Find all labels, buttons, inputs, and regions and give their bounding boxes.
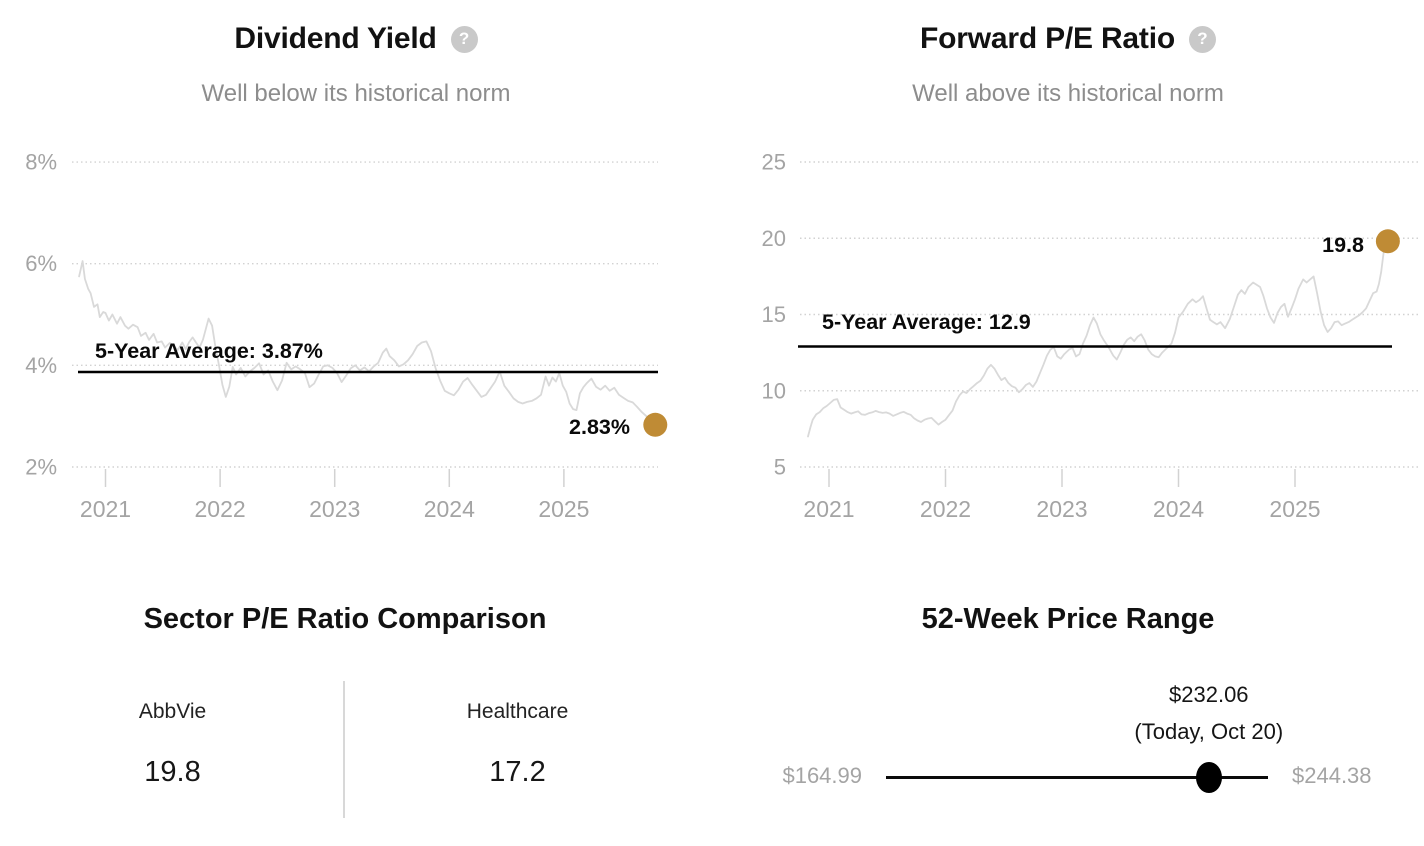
current-price-marker [1195,762,1222,793]
price-range-track [886,776,1268,779]
forward-pe-line [807,244,1386,438]
sector-name: Healthcare [466,700,569,723]
dividend-yield-y-tick-label: 4% [25,353,57,378]
dividend-yield-title: Dividend Yield [234,22,437,55]
dividend-yield-y-tick-label: 6% [25,251,57,276]
forward-pe-header: Forward P/E Ratio ? [712,22,1424,56]
range-low-label: $164.99 [782,763,862,788]
forward-pe-latest-label: 19.8 [1322,233,1364,257]
dividend-yield-y-tick-label: 2% [25,455,57,480]
forward-pe-y-tick-label: 25 [762,150,786,175]
dividend-yield-x-tick-label: 2023 [309,496,360,522]
forward-pe-x-tick-label: 2022 [920,496,971,522]
help-icon[interactable]: ? [1188,25,1216,53]
forward-pe-y-tick-label: 10 [762,378,786,403]
sector-comparison-title: Sector P/E Ratio Comparison [143,603,547,635]
help-icon[interactable]: ? [450,25,478,53]
dividend-yield-x-tick-label: 2024 [424,496,475,522]
forward-pe-y-tick-label: 15 [762,302,786,327]
vertical-divider [343,681,345,818]
forward-pe-x-tick-label: 2021 [803,496,854,522]
current-price-date: (Today, Oct 20) [1134,719,1284,744]
forward-pe-y-tick-label: 5 [774,455,786,480]
forward-pe-title: Forward P/E Ratio [920,22,1175,55]
forward-pe-x-tick-label: 2025 [1269,496,1320,522]
dividend-yield-latest-label: 2.83% [569,415,630,439]
range-high-label: $244.38 [1292,763,1372,788]
forward-pe-x-tick-label: 2024 [1153,496,1204,522]
dividend-yield-x-tick-label: 2021 [80,496,131,522]
dividend-yield-latest-dot [643,412,668,437]
price-range-title: 52-Week Price Range [921,603,1215,635]
forward-pe-average-label: 5-Year Average: 12.9 [822,310,1031,334]
forward-pe-x-tick-label: 2023 [1036,496,1087,522]
company-pe-value: 19.8 [144,756,201,788]
forward-pe-latest-dot [1375,229,1400,254]
forward-pe-subtitle: Well above its historical norm [912,80,1224,107]
dividend-yield-subtitle: Well below its historical norm [201,80,511,107]
dividend-yield-x-tick-label: 2022 [195,496,246,522]
forward-pe-y-tick-label: 20 [762,226,786,251]
sector-pe-value: 17.2 [489,756,546,788]
dividend-yield-y-tick-label: 8% [25,150,57,175]
dividend-yield-x-tick-label: 2025 [538,496,589,522]
dividend-yield-header: Dividend Yield ? [0,22,712,56]
dividend-yield-line [78,260,656,426]
current-price-label: $232.06 [1169,682,1249,707]
company-name: AbbVie [138,700,207,723]
dividend-yield-average-label: 5-Year Average: 3.87% [95,339,323,363]
